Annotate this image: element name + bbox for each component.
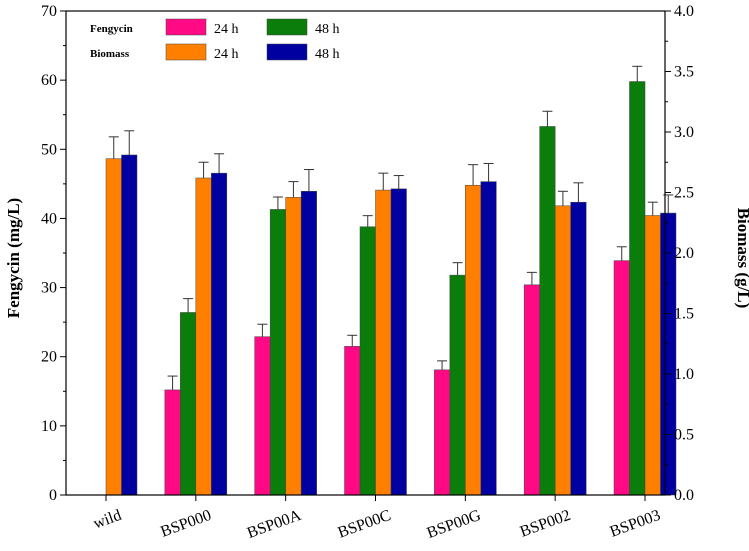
right-tick-label: 3.5 bbox=[674, 64, 694, 81]
bar-biomass-24h-bsp003 bbox=[644, 215, 661, 496]
left-tick-label: 0 bbox=[49, 487, 57, 504]
right-tick-label: 0.5 bbox=[674, 427, 694, 444]
error-bar-fengycin-48h-bsp00a bbox=[272, 196, 283, 210]
bar-fengycin-24h-bsp00c bbox=[344, 346, 361, 496]
bar-biomass-48h-bsp00c bbox=[390, 188, 407, 496]
bar-fengycin-24h-bsp00g bbox=[434, 369, 451, 496]
legend-label: 48 h bbox=[315, 47, 340, 62]
x-tick-label: wild bbox=[91, 507, 124, 533]
error-bar-fengycin-48h-bsp00g bbox=[452, 262, 463, 276]
error-bar-fengycin-24h-bsp002 bbox=[526, 271, 537, 285]
bar-fengycin-48h-bsp00a bbox=[269, 209, 286, 496]
bar-biomass-48h-bsp00g bbox=[480, 181, 497, 496]
error-bar-fengycin-48h-bsp000 bbox=[183, 298, 194, 313]
error-bar-fengycin-24h-bsp003 bbox=[616, 246, 627, 261]
bar-biomass-24h-bsp002 bbox=[554, 205, 571, 496]
bar-biomass-48h-wild bbox=[121, 154, 138, 496]
error-bar-fengycin-24h-bsp000 bbox=[167, 375, 178, 390]
error-bar-biomass-24h-bsp000 bbox=[198, 161, 209, 178]
error-bar-biomass-24h-bsp003 bbox=[647, 201, 658, 216]
error-bar-biomass-24h-bsp002 bbox=[557, 190, 568, 206]
right-tick-label: 4.0 bbox=[674, 3, 694, 20]
x-tick-label: BSP00A bbox=[245, 507, 304, 542]
error-bar-biomass-24h-bsp00c bbox=[378, 172, 389, 191]
error-bar-biomass-48h-bsp00a bbox=[303, 169, 314, 192]
error-bar-fengycin-48h-bsp003 bbox=[632, 65, 643, 82]
legend-group-label: Biomass bbox=[90, 48, 130, 60]
left-axis-title: Fengycin (mg/L) bbox=[4, 198, 23, 318]
x-tick-label: BSP002 bbox=[518, 507, 573, 541]
left-tick-label: 10 bbox=[41, 418, 57, 435]
left-tick-label: 40 bbox=[41, 210, 57, 227]
error-bar-fengycin-24h-bsp00c bbox=[347, 334, 358, 347]
x-tick-label: BSP003 bbox=[608, 507, 663, 541]
right-tick-label: 3.0 bbox=[674, 124, 694, 141]
error-bar-biomass-24h-wild bbox=[108, 136, 119, 159]
x-tick-label: BSP00C bbox=[336, 507, 394, 542]
bar-biomass-24h-bsp00a bbox=[285, 197, 302, 496]
error-bar-biomass-48h-bsp000 bbox=[214, 153, 225, 174]
left-tick-label: 20 bbox=[41, 349, 57, 366]
bar-fengycin-24h-bsp003 bbox=[613, 260, 630, 496]
error-bar-fengycin-24h-bsp00a bbox=[257, 323, 268, 337]
error-bar-biomass-48h-bsp00c bbox=[393, 175, 404, 189]
error-bar-biomass-24h-bsp00a bbox=[288, 181, 299, 198]
error-bar-biomass-48h-wild bbox=[124, 130, 135, 155]
legend-swatch bbox=[266, 18, 308, 36]
legend-swatch bbox=[165, 18, 207, 36]
bar-fengycin-24h-bsp000 bbox=[164, 389, 181, 496]
right-tick-label: 2.0 bbox=[674, 245, 694, 262]
legend-group-label: Fengycin bbox=[90, 23, 133, 35]
bar-biomass-24h-bsp000 bbox=[195, 177, 212, 496]
bar-fengycin-48h-bsp002 bbox=[539, 126, 556, 496]
bar-biomass-24h-wild bbox=[105, 158, 122, 496]
bar-biomass-48h-bsp000 bbox=[211, 172, 228, 496]
error-bar-biomass-48h-bsp00g bbox=[483, 162, 494, 182]
bar-biomass-24h-bsp00g bbox=[465, 184, 482, 496]
bar-fengycin-24h-bsp00a bbox=[254, 336, 271, 496]
right-tick-label: 0.0 bbox=[674, 487, 694, 504]
bar-fengycin-24h-bsp002 bbox=[523, 284, 540, 496]
legend: Fengycin Biomass 24 h 48 h 24 h 48 h bbox=[90, 18, 340, 62]
bar-fengycin-48h-bsp000 bbox=[180, 312, 197, 496]
error-bars-layer bbox=[108, 65, 674, 390]
x-tick-label: BSP00G bbox=[425, 507, 484, 542]
right-tick-label: 1.5 bbox=[674, 306, 694, 323]
right-tick-label: 2.5 bbox=[674, 185, 694, 202]
bar-fengycin-48h-bsp00g bbox=[449, 274, 466, 496]
left-tick-label: 30 bbox=[41, 280, 57, 297]
bars-layer bbox=[105, 81, 677, 496]
error-bar-fengycin-24h-bsp00g bbox=[437, 360, 448, 370]
bar-biomass-48h-bsp00a bbox=[300, 191, 317, 496]
legend-swatch bbox=[165, 43, 207, 61]
bar-fengycin-48h-bsp00c bbox=[359, 226, 376, 496]
bar-biomass-24h-bsp00c bbox=[375, 189, 392, 496]
error-bar-fengycin-48h-bsp002 bbox=[542, 110, 553, 127]
left-tick-label: 60 bbox=[41, 72, 57, 89]
x-tick-label: BSP000 bbox=[158, 507, 213, 541]
left-tick-label: 50 bbox=[41, 141, 57, 158]
legend-label: 48 h bbox=[315, 22, 340, 37]
error-bar-biomass-24h-bsp00g bbox=[468, 164, 479, 186]
error-bar-fengycin-48h-bsp00c bbox=[362, 215, 373, 227]
legend-label: 24 h bbox=[214, 22, 239, 37]
right-tick-label: 1.0 bbox=[674, 366, 694, 383]
right-axis-title: Biomass (g/L) bbox=[734, 208, 749, 309]
bar-biomass-48h-bsp002 bbox=[570, 201, 587, 496]
legend-label: 24 h bbox=[214, 47, 239, 62]
bar-fengycin-48h-bsp003 bbox=[629, 81, 646, 496]
error-bar-biomass-48h-bsp002 bbox=[573, 182, 584, 203]
left-tick-label: 70 bbox=[41, 3, 57, 20]
legend-swatch bbox=[266, 43, 308, 61]
